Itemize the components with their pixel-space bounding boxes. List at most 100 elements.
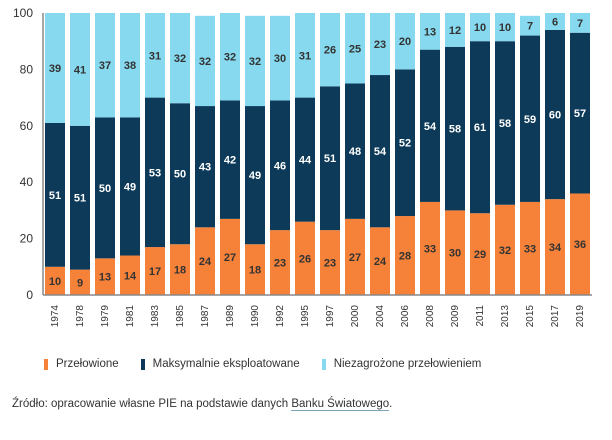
bar-segment — [245, 15, 265, 107]
data-label: 54 — [374, 146, 387, 158]
bar-segment — [145, 97, 165, 248]
source-note: Źródło: opracowanie własne PIE na podsta… — [12, 398, 393, 411]
bar-segment — [245, 244, 265, 295]
bar-segment — [120, 117, 140, 256]
data-label: 31 — [149, 50, 161, 62]
bar-segment — [320, 86, 340, 231]
bar-segment — [570, 13, 590, 33]
bar-segment — [195, 227, 215, 295]
bar-segment — [370, 227, 390, 295]
bar-segment — [295, 97, 315, 222]
y-tick-label: 80 — [20, 62, 34, 76]
data-label: 32 — [249, 56, 261, 68]
bar-segment — [420, 49, 440, 202]
data-label: 29 — [474, 249, 486, 261]
data-label: 24 — [374, 256, 387, 268]
bar-segment — [495, 204, 515, 295]
y-tick-label: 0 — [26, 288, 33, 302]
bar-segment — [120, 13, 140, 118]
bar-segment — [195, 106, 215, 228]
bar-segment — [470, 41, 490, 214]
bar-segment — [520, 35, 540, 202]
data-label: 54 — [424, 121, 437, 133]
bar-segment — [270, 230, 290, 295]
y-tick-label: 40 — [20, 175, 34, 189]
data-label: 58 — [449, 124, 461, 136]
legend-item-not-threatened: Niezagrożone przełowieniem — [321, 358, 482, 370]
data-label: 36 — [574, 239, 586, 251]
source-suffix: . — [389, 398, 393, 410]
data-label: 39 — [49, 63, 61, 75]
x-tick-label: 1989 — [225, 305, 236, 328]
bar-segment — [495, 13, 515, 42]
x-tick-label: 2000 — [350, 305, 361, 328]
data-label: 32 — [224, 52, 236, 64]
x-tick-label: 2011 — [475, 305, 486, 327]
data-label: 46 — [274, 160, 286, 172]
legend-label-overfished: Przełowione — [56, 358, 119, 370]
data-label: 53 — [149, 167, 161, 179]
legend-label-not-threatened: Niezagrożone przełowieniem — [333, 358, 482, 370]
bar-segment — [570, 193, 590, 295]
data-label: 23 — [324, 258, 336, 270]
stacked-bar-chart: 0 20 40 60 80 100 10 51 39 9 51 41 13 50 37 14 49 38 17 53… — [13, 6, 592, 328]
bar-segment — [45, 266, 65, 295]
data-label: 52 — [399, 138, 411, 150]
x-tick-label: 1997 — [325, 305, 336, 328]
bar-segment — [45, 13, 65, 123]
data-label: 20 — [399, 36, 411, 48]
bar-segment — [95, 13, 115, 118]
bar-segment — [545, 199, 565, 295]
data-label: 58 — [499, 118, 511, 130]
data-label: 23 — [274, 258, 286, 270]
data-label: 42 — [224, 155, 236, 167]
data-label: 50 — [99, 183, 111, 195]
bar-segment — [370, 13, 390, 76]
x-tick-label: 2017 — [550, 305, 561, 328]
bar-segment — [345, 83, 365, 219]
bar-segment — [545, 13, 565, 30]
x-tick-label: 1995 — [300, 305, 311, 328]
data-label: 10 — [49, 276, 61, 288]
data-label: 59 — [524, 114, 536, 126]
bar-segment — [445, 13, 465, 47]
x-tick-label: 1992 — [275, 305, 286, 328]
bar-segment — [270, 15, 290, 101]
data-label: 30 — [449, 248, 461, 260]
bar-segment — [420, 201, 440, 295]
data-label: 50 — [174, 169, 186, 181]
x-tick-label: 2006 — [400, 305, 411, 328]
data-label: 51 — [324, 153, 336, 165]
bar-segment — [395, 13, 415, 70]
bar-segment — [145, 13, 165, 98]
bar-segment — [495, 41, 515, 205]
bar-segment — [395, 69, 415, 217]
bar-segment — [95, 258, 115, 295]
legend-swatch-not-threatened — [321, 358, 326, 370]
y-tick-label: 20 — [20, 232, 34, 246]
data-label: 10 — [474, 22, 486, 34]
source-link[interactable]: Banku Światowego — [291, 398, 390, 411]
y-tick-label: 60 — [20, 119, 34, 133]
legend: Przełowione Maksymalnie eksploatowane Ni… — [44, 358, 481, 370]
source-prefix: Źródło: opracowanie własne PIE na podsta… — [12, 398, 292, 410]
bar-segment — [470, 213, 490, 295]
data-label: 17 — [149, 266, 161, 278]
data-label: 7 — [577, 18, 583, 30]
data-label: 60 — [549, 110, 561, 122]
bar-segment — [220, 13, 240, 101]
bar-segment — [445, 46, 465, 211]
y-tick-label: 100 — [13, 6, 33, 20]
data-label: 30 — [274, 53, 286, 65]
x-tick-label: 1974 — [50, 305, 61, 328]
bar-segment — [195, 15, 215, 107]
bar-segment — [420, 13, 440, 50]
bar-segment — [520, 201, 540, 295]
x-tick-label: 2008 — [425, 305, 436, 328]
bar-segment — [345, 13, 365, 84]
data-label: 43 — [199, 162, 211, 174]
data-label: 33 — [424, 243, 436, 255]
data-label: 34 — [549, 242, 562, 254]
data-label: 7 — [527, 21, 533, 33]
legend-swatch-max-exploited — [140, 358, 145, 370]
